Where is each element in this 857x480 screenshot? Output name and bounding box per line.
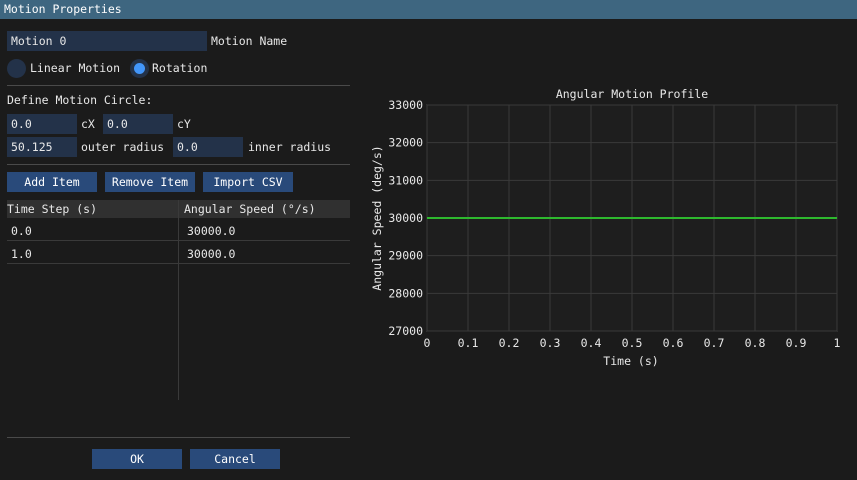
y-tick-label: 32000 — [388, 136, 423, 150]
x-tick-label: 0 — [424, 336, 431, 350]
data-table: Time Step (s) Angular Speed (°/s) 0.0 30… — [7, 200, 350, 400]
cx-label: cX — [81, 117, 95, 131]
inner-radius-input[interactable]: 0.0 — [173, 137, 243, 157]
circle-heading: Define Motion Circle: — [7, 93, 153, 107]
column-divider[interactable] — [178, 200, 179, 400]
header-angular-speed[interactable]: Angular Speed (°/s) — [184, 202, 316, 216]
x-tick-label: 0.2 — [499, 336, 520, 350]
cancel-button[interactable]: Cancel — [190, 449, 280, 469]
import-csv-button[interactable]: Import CSV — [203, 172, 293, 192]
outer-radius-input[interactable]: 50.125 — [7, 137, 77, 157]
window-title-bar[interactable]: Motion Properties — [0, 0, 857, 19]
rotation-label[interactable]: Rotation — [152, 61, 208, 75]
x-tick-label: 0.8 — [745, 336, 766, 350]
y-tick-label: 30000 — [388, 211, 423, 225]
table-row[interactable]: 0.0 30000.0 — [7, 218, 350, 241]
outer-radius-label: outer radius — [81, 140, 165, 154]
y-tick-label: 33000 — [388, 98, 423, 112]
motion-name-label: Motion Name — [211, 34, 288, 48]
rotation-radio[interactable] — [130, 59, 149, 78]
ok-button[interactable]: OK — [92, 449, 182, 469]
cy-input[interactable]: 0.0 — [103, 114, 173, 134]
linear-motion-radio[interactable] — [7, 59, 26, 78]
separator — [7, 437, 350, 438]
header-time-step[interactable]: Time Step (s) — [7, 202, 98, 216]
separator — [7, 164, 350, 165]
remove-item-button[interactable]: Remove Item — [105, 172, 195, 192]
y-tick-label: 28000 — [388, 286, 423, 300]
speed-cell: 30000.0 — [187, 224, 236, 238]
x-tick-label: 0.6 — [663, 336, 684, 350]
x-tick-label: 0.9 — [786, 336, 807, 350]
cx-input[interactable]: 0.0 — [7, 114, 77, 134]
time-cell: 0.0 — [11, 224, 32, 238]
linear-motion-label[interactable]: Linear Motion — [30, 61, 121, 75]
speed-cell: 30000.0 — [187, 247, 236, 261]
separator — [7, 85, 350, 86]
x-tick-label: 0.4 — [581, 336, 602, 350]
cy-label: cY — [177, 117, 191, 131]
time-cell: 1.0 — [11, 247, 32, 261]
x-tick-label: 1 — [834, 336, 841, 350]
add-item-button[interactable]: Add Item — [7, 172, 97, 192]
radio-selected-dot — [134, 63, 145, 74]
inner-radius-label: inner radius — [248, 140, 332, 154]
x-tick-label: 0.1 — [458, 336, 479, 350]
chart-title: Angular Motion Profile — [556, 87, 708, 101]
y-axis-label: Angular Speed (deg/s) — [370, 145, 384, 290]
x-axis-label: Time (s) — [603, 354, 658, 368]
y-tick-label: 27000 — [388, 324, 423, 338]
motion-name-input[interactable]: Motion 0 — [7, 31, 207, 51]
x-tick-label: 0.7 — [704, 336, 725, 350]
y-tick-label: 31000 — [388, 173, 423, 187]
table-row[interactable]: 1.0 30000.0 — [7, 241, 350, 264]
window-title: Motion Properties — [4, 2, 122, 16]
y-tick-label: 29000 — [388, 249, 423, 263]
x-tick-label: 0.3 — [540, 336, 561, 350]
x-tick-label: 0.5 — [622, 336, 643, 350]
